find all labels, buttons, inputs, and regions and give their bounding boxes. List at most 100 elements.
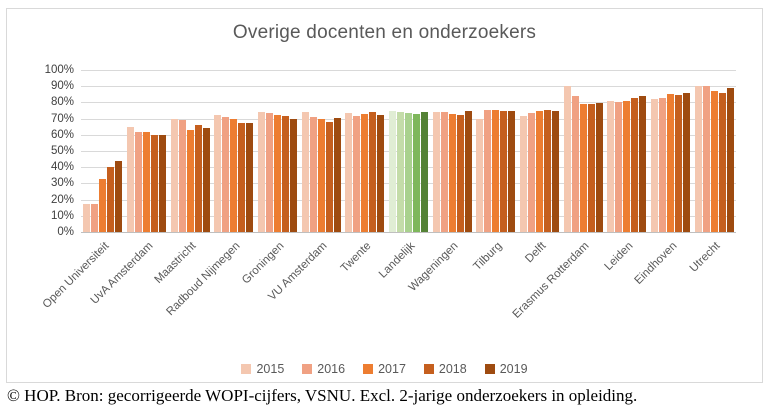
bar-2019: [595, 103, 603, 232]
bar-group-wageningen: [430, 70, 474, 232]
bar-2017: [710, 91, 718, 232]
bar-2019: [202, 128, 210, 232]
bar-2016: [266, 112, 274, 232]
bar-2017: [143, 132, 150, 232]
bar-2018: [587, 104, 595, 232]
bar-group-erasmus-rotterdam: [561, 70, 605, 232]
bar-2017: [492, 109, 500, 232]
bar-2019: [639, 95, 647, 232]
bar-2019: [246, 123, 254, 232]
bar-2018: [238, 123, 246, 232]
x-axis-labels: Open Universiteit UvA Amsterdam Maastricht…: [40, 232, 736, 342]
bar-2019: [159, 134, 166, 232]
bar-group-landelijk: [387, 70, 431, 232]
bar-2018: [282, 116, 290, 232]
gridline-100: [81, 70, 736, 71]
legend-label: 2017: [378, 362, 406, 376]
legend-item-2018: 2018: [423, 362, 467, 376]
bar-2015: [127, 126, 134, 232]
bar-2018: [456, 115, 464, 232]
bar-2017: [361, 113, 369, 232]
bar-2018: [718, 92, 726, 232]
legend-item-2017: 2017: [363, 362, 406, 376]
bar-2017: [579, 104, 587, 232]
y-tick-label: 60%: [50, 128, 74, 141]
y-tick-label: 100%: [44, 64, 74, 76]
legend-swatch-icon: [363, 364, 374, 374]
bar-2016: [484, 109, 492, 232]
legend-label: 2016: [317, 362, 346, 376]
y-tick-label: 20%: [50, 193, 74, 206]
legend-label: 2018: [438, 362, 467, 376]
bar-group-vu-amsterdam: [299, 70, 343, 232]
bar-2016: [353, 116, 361, 232]
bar-group-tilburg: [474, 70, 518, 232]
bar-group-delft: [518, 70, 562, 232]
bar-group-groningen: [256, 70, 300, 232]
bar-group-utrecht: [692, 70, 736, 232]
bar-2018: [675, 95, 683, 232]
bar-2015: [476, 119, 484, 232]
bar-2015: [345, 112, 353, 232]
plot-area: 0% 10% 20% 30% 40% 50% 60% 70% 80% 90% 100% Open U…: [40, 64, 736, 321]
bar-2018: [631, 98, 639, 232]
y-tick-label: 40%: [50, 161, 74, 174]
source-caption: © HOP. Bron: gecorrigeerde WOPI-cijfers,…: [7, 386, 638, 405]
bar-group-open-universiteit: [81, 70, 125, 232]
y-tick-label: 80%: [50, 96, 74, 109]
bar-2016: [135, 131, 142, 232]
bar-group-maastricht: [168, 70, 212, 232]
bar-2019: [290, 118, 298, 232]
bar-2017: [623, 100, 631, 232]
bar-2015: [651, 99, 659, 232]
bar-group-uva-amsterdam: [125, 70, 169, 232]
bar-group-leiden: [605, 70, 649, 232]
bar-2016: [440, 112, 448, 232]
chart-title: Overige docenten en onderzoekers: [232, 22, 537, 43]
bar-groups: [81, 70, 736, 232]
gridline-80: [81, 102, 736, 104]
bar-2017: [186, 129, 194, 232]
y-tick-label: 10%: [50, 209, 74, 222]
bar-2015: [389, 110, 397, 232]
bar-2015: [301, 112, 309, 232]
bar-2019: [726, 87, 734, 232]
legend-swatch-icon: [423, 364, 434, 374]
bar-2015: [694, 86, 702, 232]
legend-swatch-icon: [302, 364, 313, 374]
bar-2016: [659, 97, 667, 232]
bar-2017: [99, 178, 107, 232]
bar-2018: [413, 113, 421, 232]
bar-2015: [170, 118, 178, 232]
gridline-0: [81, 232, 736, 233]
bar-group-radboud-nijmegen: [212, 70, 256, 232]
legend-item-2016: 2016: [302, 362, 345, 376]
y-tick-label: 70%: [50, 112, 74, 125]
legend-swatch-icon: [484, 364, 495, 374]
bar-2016: [702, 86, 710, 232]
bar-2017: [667, 94, 675, 232]
bar-2015: [607, 100, 615, 232]
bar-2017: [274, 115, 282, 232]
bar-2015: [563, 86, 571, 232]
bar-2017: [317, 119, 325, 232]
bar-2019: [333, 117, 341, 232]
bar-2018: [369, 112, 377, 232]
bar-2018: [107, 167, 115, 232]
bar-2018: [544, 109, 552, 232]
bar-2019: [683, 92, 691, 232]
bar-2019: [377, 115, 385, 232]
bar-2018: [325, 121, 333, 232]
y-tick-label: 50%: [50, 145, 74, 157]
bar-2015: [258, 112, 266, 232]
bar-2018: [194, 125, 202, 232]
bar-2016: [615, 101, 623, 232]
bar-2019: [464, 111, 472, 232]
bar-2016: [571, 95, 579, 232]
bar-2016: [309, 116, 317, 232]
bar-2015: [520, 116, 528, 232]
bar-2019: [115, 160, 123, 232]
bar-2018: [500, 110, 508, 232]
legend-label: 2019: [499, 362, 528, 376]
